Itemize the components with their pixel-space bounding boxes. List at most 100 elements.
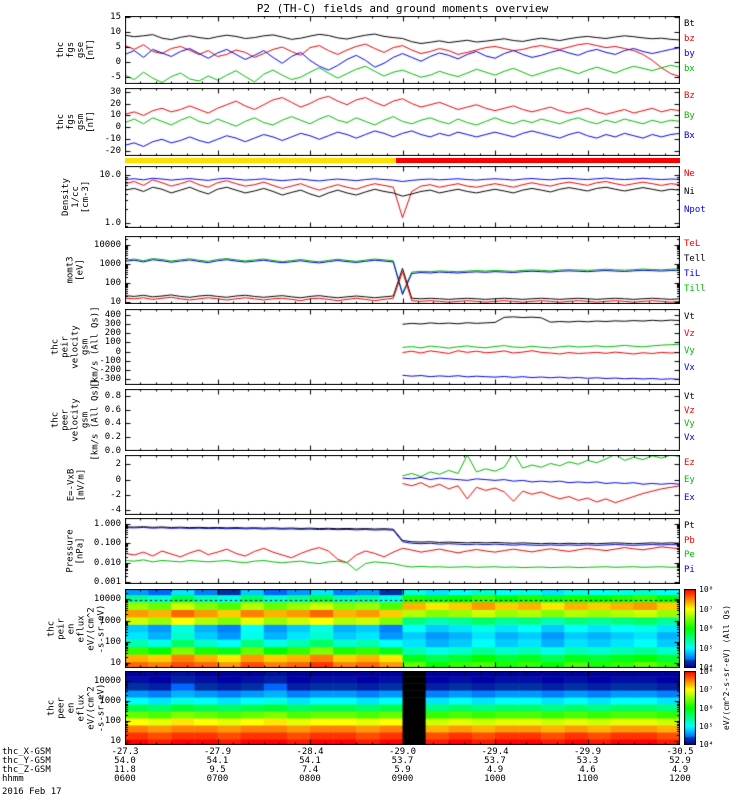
y-tick-label: 10000: [93, 675, 121, 686]
y-tick-label: 10: [110, 658, 121, 669]
axis-tick-value: 53.7: [484, 756, 506, 766]
axis-row-label-hhmm: hhmm: [2, 774, 24, 784]
panel-peer-spectrogram: thc peer en eflux eV/(cm^2 -s-sr-eV) 1000…: [0, 667, 750, 749]
y-tick-label: 0.4: [104, 418, 121, 429]
series-label-Vx: Vx: [684, 432, 695, 443]
y-tick-label: 100: [104, 337, 121, 348]
axis-tick-value: 1100: [576, 774, 599, 784]
y-axis-label-text: Density 1/cc [cm-3]: [61, 178, 91, 216]
panel-fgs-gse: thc fgs gse [nT] 15 10 5 0 -5 Bt bz by bx: [0, 12, 750, 84]
panel-density: Density 1/cc [cm-3] 10.0 1.0 Ne Ni Npot: [0, 166, 750, 228]
y-tick-label: 0: [115, 346, 121, 357]
y-tick-label: 10: [110, 27, 121, 38]
y-tick-label: 0.100: [93, 538, 121, 549]
y-tick-label: 100: [104, 715, 121, 726]
axis-tick-value: -27.3: [111, 747, 139, 757]
colorbar-unit-label-text: eV/(cm^2-s-sr-eV) (All Qs): [722, 604, 732, 730]
series-label-Pi: Pi: [684, 564, 695, 575]
y-tick-label: -10: [104, 134, 121, 145]
colorbar-tick-label: 10⁵: [699, 643, 714, 653]
y-tick-label: 0.6: [104, 404, 121, 415]
series-label-Till: Till: [684, 284, 706, 294]
series-label-Pe: Pe: [684, 550, 695, 560]
y-tick-label: 10: [110, 297, 121, 308]
y-tick-label: 0.010: [93, 557, 121, 568]
y-tick-label: 2: [115, 459, 121, 470]
panel-peir-spectrogram: thc peir en eflux eV/(cm^2 -s-sr-eV) 1000…: [0, 585, 750, 672]
axis-tick-value: -28.4: [296, 747, 324, 757]
axis-tick-value: -29.4: [481, 747, 509, 757]
series-label-Vt: Vt: [684, 392, 695, 402]
series-label-Npot: Npot: [684, 205, 706, 215]
axis-tick-value: 0600: [114, 774, 136, 784]
y-tick-label: 5: [115, 42, 121, 53]
y-tick-label: 10000: [93, 240, 121, 251]
colorbar: [684, 589, 696, 668]
axis-tick-value: 54.1: [299, 756, 321, 766]
colorbar-tick-label: 10⁵: [699, 721, 714, 731]
panel-efield: E=-VxB [mV/m] 2 0 -2 -4 Ez Ey Ex: [0, 455, 750, 515]
series-label-Ne: Ne: [684, 169, 695, 179]
colorbar-tick-label: 10⁴: [699, 740, 714, 749]
y-tick-label: 0.001: [93, 577, 121, 588]
series-label-bz: bz: [684, 34, 695, 44]
axis-tick-value: 4.9: [486, 765, 504, 775]
y-tick-label: 100: [104, 278, 121, 289]
y-tick-label: 1000: [99, 615, 121, 626]
series-label-TeL: TeL: [684, 239, 701, 249]
y-tick-label: 1.0: [104, 218, 121, 229]
y-tick-label: 0.2: [104, 432, 121, 443]
axis-tick-value: 7.4: [301, 765, 319, 775]
colorbar-tick-label: 10⁸: [699, 667, 714, 676]
series-label-Vx: Vx: [684, 363, 695, 373]
series-label-bx: bx: [684, 64, 695, 74]
axis-tick-value: -27.9: [203, 747, 232, 757]
y-tick-label: 10000: [93, 594, 121, 605]
axis-tick-value: -29.0: [388, 747, 417, 757]
series-label-TiL: TiL: [684, 269, 701, 279]
colorbar-tick-label: 10⁶: [699, 703, 714, 713]
y-tick-label: 1000: [99, 695, 121, 706]
axis-row-label-thc_X-GSM: thc_X-GSM: [2, 747, 51, 757]
series-label-Vz: Vz: [684, 329, 695, 339]
panel-canvas-fgs-gse: [125, 16, 680, 84]
series-label-by: by: [684, 49, 695, 59]
axis-tick-value: 4.6: [579, 765, 596, 775]
mode-bar-segment-1: [396, 158, 680, 163]
y-tick-label: 0.0: [104, 446, 121, 456]
axis-tick-value: 0700: [206, 774, 229, 784]
panel-canvas-peer-velocity: [125, 389, 680, 451]
panel-pressure: Pressure [nPa] 1.000 0.100 0.010 0.001 Pt Pb Pe…: [0, 518, 750, 588]
y-tick-label: 10: [110, 110, 121, 121]
y-tick-label: 15: [110, 12, 121, 23]
mode-bar-segment-0: [125, 158, 397, 163]
date-label: 2016 Feb 17: [2, 787, 62, 797]
panel-fgs-gsm: thc fgs gsm [nT] 30 20 10 0 -10 -20 Bz By Bx: [0, 86, 750, 157]
y-tick-label: -2: [110, 490, 121, 500]
y-tick-label: 30: [110, 86, 121, 97]
axis-tick-value: 0800: [299, 774, 321, 784]
plot-title: P2 (TH-C) fields and ground moments over…: [256, 2, 549, 15]
axis-tick-value: 54.0: [114, 756, 136, 766]
y-tick-label: 10.0: [99, 169, 121, 180]
y-tick-label: 100: [104, 636, 121, 647]
axis-tick-value: 1200: [669, 774, 691, 784]
panel-canvas-efield: [125, 455, 680, 515]
axis-tick-value: -29.9: [573, 747, 602, 757]
colorbar-unit-label: eV/(cm^2-s-sr-eV) (All Qs): [718, 589, 736, 745]
axis-tick-value: 53.3: [576, 756, 599, 766]
y-tick-label: 10: [110, 735, 121, 746]
series-label-Ni: Ni: [684, 187, 695, 197]
y-tick-label: 1000: [99, 259, 121, 270]
colorbar-tick-label: 10⁷: [699, 604, 714, 614]
y-tick-label: -5: [110, 71, 121, 82]
y-tick-label: 0: [115, 56, 121, 67]
series-label-Vy: Vy: [684, 419, 695, 429]
axis-row-label-thc_Z-GSM: thc_Z-GSM: [2, 765, 51, 775]
axis-tick-value: 1000: [484, 774, 506, 784]
series-label-Bx: Bx: [684, 131, 695, 141]
series-label-By: By: [684, 111, 695, 121]
y-tick-label: -300: [99, 374, 121, 385]
series-label-Pt: Pt: [684, 521, 695, 531]
